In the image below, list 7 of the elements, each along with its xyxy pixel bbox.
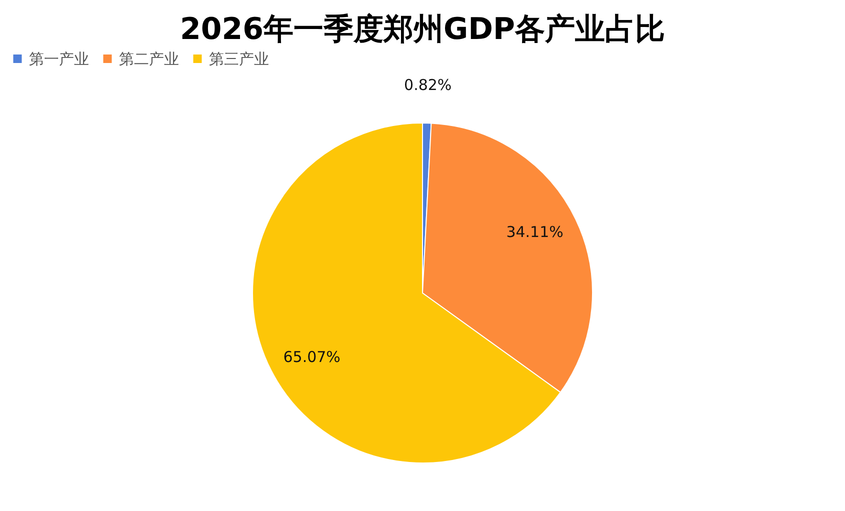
data-label: 65.07%: [283, 348, 340, 366]
legend-label: 第一产业: [29, 50, 89, 68]
data-label: 0.82%: [404, 76, 452, 94]
chart-title: 2026年一季度郑州GDP各产业占比: [180, 12, 666, 47]
data-label: 34.11%: [506, 222, 564, 241]
legend-label: 第二产业: [119, 50, 179, 68]
legend-label: 第三产业: [209, 50, 269, 68]
